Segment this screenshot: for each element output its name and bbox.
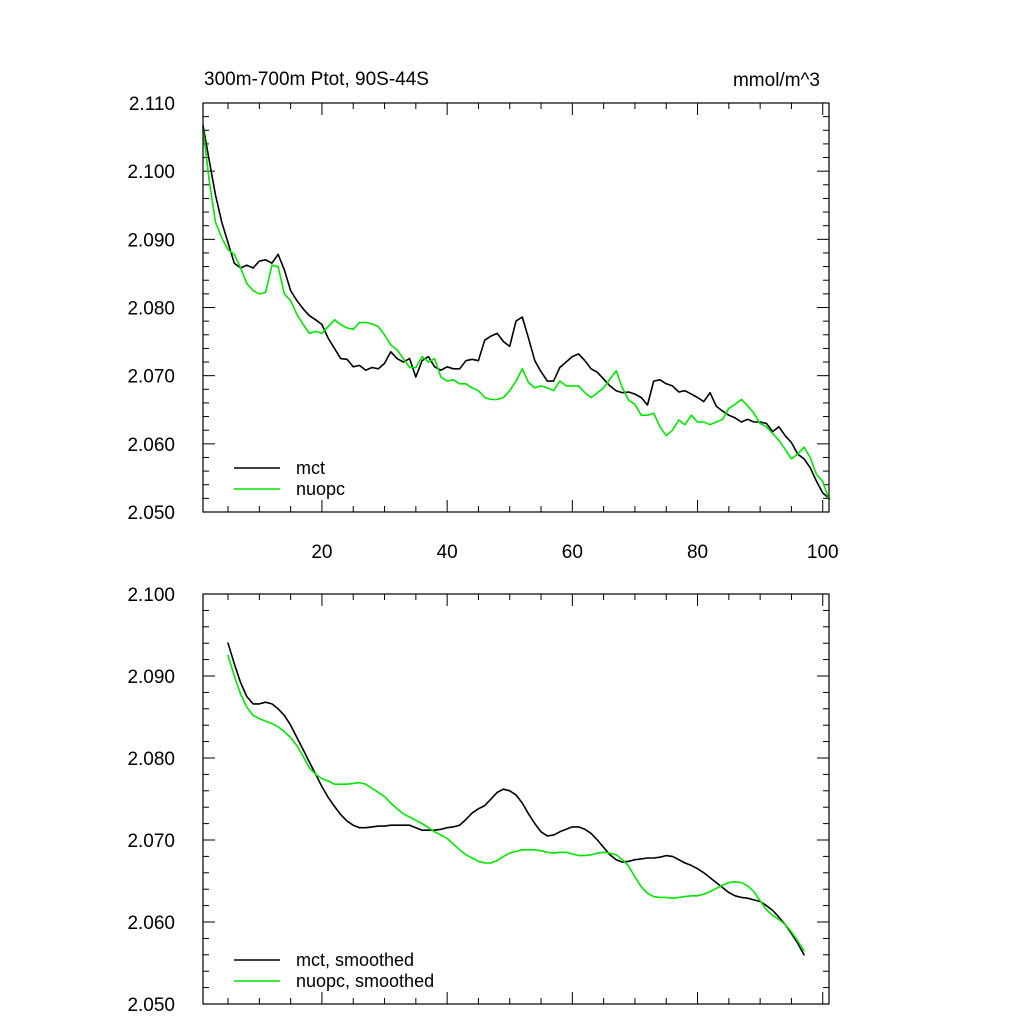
legend-label-nuopc: nuopc [296, 479, 345, 499]
series-line-mct-smoothed [227, 642, 805, 956]
top-panel-title-right: mmol/m^3 [733, 70, 820, 91]
top-y-tick-label: 2.080 [127, 299, 175, 320]
top-x-tick-label: 20 [311, 542, 332, 563]
top-x-tick-label: 100 [807, 542, 839, 563]
bottom-y-tick-label: 2.100 [127, 585, 175, 606]
top-x-tick-label: 60 [562, 542, 583, 563]
top-x-tick-label: 80 [687, 542, 708, 563]
bottom-panel: 2.050 2.060 2.070 2.080 2.090 2.100 mct, smoo… [127, 585, 830, 1016]
top-panel: 300m-700m Ptot, 90S-44S mmol/m^3 20 40 60 8… [127, 69, 838, 563]
legend-label-mct: mct [296, 458, 325, 478]
bottom-y-tick-label: 2.070 [127, 831, 175, 852]
top-y-tick-label: 2.070 [127, 367, 175, 388]
legend-label-mct-smoothed: mct, smoothed [296, 950, 414, 970]
bottom-y-tick-label: 2.080 [127, 749, 175, 770]
bottom-panel-frame [202, 593, 830, 1005]
bottom-y-tick-label: 2.060 [127, 913, 175, 934]
top-y-tick-label: 2.060 [127, 435, 175, 456]
series-line-mct [202, 124, 830, 500]
top-y-tick-label: 2.090 [127, 230, 175, 251]
top-y-tick-label: 2.110 [129, 94, 175, 115]
bottom-y-tick-label: 2.050 [127, 995, 175, 1016]
bottom-y-tick-label: 2.090 [127, 667, 175, 688]
series-line-nuopc [202, 128, 830, 501]
top-y-tick-label: 2.100 [127, 162, 175, 183]
series-line-nuopc-smoothed [227, 654, 805, 952]
top-y-tick-label: 2.050 [127, 503, 175, 524]
legend-label-nuopc-smoothed: nuopc, smoothed [296, 971, 434, 991]
top-panel-frame [202, 102, 830, 513]
top-x-tick-label: 40 [437, 542, 458, 563]
top-panel-title-left: 300m-700m Ptot, 90S-44S [204, 69, 429, 90]
